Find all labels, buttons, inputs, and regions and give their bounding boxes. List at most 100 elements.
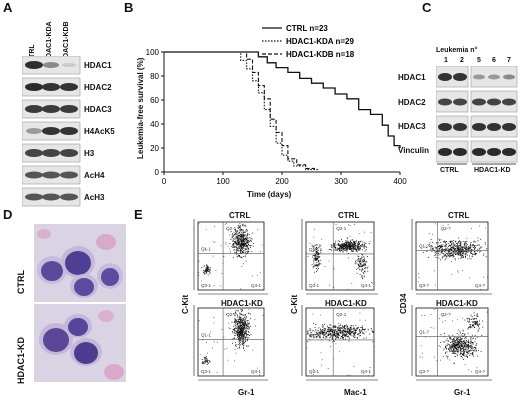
- quad-label: Q3-1: [201, 369, 212, 374]
- panel-a-letter: A: [3, 0, 13, 15]
- flow-cytometry: Q1-1 Q2-1 Q3-1 Q4-1 Q1-1 Q2-1 Q3-1 Q4-1 Q1-? Q2-?…: [193, 219, 492, 381]
- quad-label: Q4-1: [361, 369, 372, 374]
- panel-d-micrographs: [34, 224, 126, 382]
- c-blot-hdac1: [436, 66, 518, 88]
- panel-d-letter: D: [3, 207, 13, 222]
- flow-title-4: HDAC1-KD: [221, 299, 263, 308]
- dot-plot-frame-4: [305, 307, 375, 377]
- d-row-ctrl: CTRL: [16, 270, 26, 294]
- band-label-hdac3: HDAC3: [84, 105, 112, 114]
- dot-plot-frame-3: [197, 307, 265, 377]
- flow-title-3: CTRL: [448, 211, 470, 220]
- c-group-ctrl: CTRL: [440, 167, 459, 174]
- legend-label-0: CTRL n=23: [286, 24, 328, 33]
- quad-label: Q3-1: [309, 283, 320, 288]
- series-line-2: [164, 51, 315, 172]
- flow-xlabel-mac1: Mac-1: [344, 388, 367, 397]
- legend-label-1: HDAC1-KDA n=29: [286, 37, 354, 46]
- blot-ach4: [22, 165, 81, 185]
- lane-num-7: 7: [507, 57, 511, 64]
- blot-h3: [22, 143, 81, 163]
- quad-label: Q2-1: [336, 312, 347, 317]
- quad-label: Q4-1: [251, 283, 262, 288]
- flow-xlabel-gr1-2: Gr-1: [454, 388, 471, 397]
- panel-e-letter: E: [134, 207, 143, 222]
- c-band-label-hdac1: HDAC1: [398, 73, 426, 82]
- survival-chart: 0 20 40 60 80 100 0 100 200 300 400 CTRL n=23 HDAC1-…: [146, 24, 408, 186]
- x-tick-label: 400: [393, 177, 407, 186]
- lane-num-2: 2: [460, 57, 464, 64]
- panel-c-header: Leukemia n°: [436, 47, 478, 54]
- x-tick-label: 200: [275, 177, 289, 186]
- quad-label: Q1-?: [419, 244, 430, 249]
- panel-a-blots: [22, 56, 81, 207]
- quad-label: Q2-?: [441, 226, 452, 231]
- survival-xlabel: Time (days): [247, 190, 292, 199]
- c-blot-hdac2: [436, 90, 518, 113]
- band-label-h4ack5: H4AcK5: [84, 127, 115, 136]
- lane-num-1: 1: [444, 57, 448, 64]
- quad-label: Q2-?: [441, 312, 452, 317]
- flow-title-5: HDAC1-KD: [325, 299, 367, 308]
- micrograph-ctrl: [34, 224, 126, 302]
- quad-label: Q4-1: [361, 283, 372, 288]
- quad-label: Q2-1: [336, 226, 347, 231]
- quad-label: Q4-?: [475, 369, 486, 374]
- c-band-label-hdac2: HDAC2: [398, 98, 426, 107]
- panel-b-letter: B: [124, 0, 134, 15]
- quad-label: Q1-1: [309, 333, 320, 338]
- blot-hdac2: [22, 77, 81, 97]
- quad-label: Q1-1: [309, 247, 320, 252]
- quad-label: Q3-?: [419, 369, 430, 374]
- x-tick-label: 100: [216, 177, 230, 186]
- legend-label-2: HDAC1-KDB n=18: [286, 50, 355, 59]
- quad-label: Q3-?: [419, 283, 430, 288]
- series-line-0: [164, 51, 401, 148]
- dot-plot-frame-0: [197, 221, 265, 291]
- quad-label: Q1-?: [419, 330, 430, 335]
- y-tick-label: 80: [150, 72, 159, 81]
- quad-label: Q2-1: [226, 226, 237, 231]
- c-blot-vinculin: [436, 140, 518, 163]
- y-tick-label: 100: [146, 48, 160, 57]
- c-band-label-hdac3: HDAC3: [398, 122, 426, 131]
- flow-ylabel-ckit-2: C-Kit: [290, 294, 299, 314]
- blot-ach3: [22, 187, 81, 207]
- lane-num-5: 5: [477, 57, 481, 64]
- x-tick-label: 300: [334, 177, 348, 186]
- blot-h4ack5: [22, 121, 81, 141]
- quad-label: Q4-1: [251, 369, 262, 374]
- band-label-ach4: AcH4: [84, 171, 105, 180]
- panel-c-blots: [436, 66, 518, 165]
- quad-label: Q1-1: [201, 246, 212, 251]
- series-line-1: [164, 51, 318, 172]
- band-label-hdac2: HDAC2: [84, 83, 112, 92]
- micrograph-hdac1-kd: [34, 304, 126, 382]
- y-tick-label: 0: [155, 168, 160, 177]
- flow-title-1: CTRL: [229, 211, 251, 220]
- quad-label: Q3-1: [309, 369, 320, 374]
- quad-label: Q3-1: [201, 283, 212, 288]
- lane-num-6: 6: [492, 57, 496, 64]
- quad-label: Q2-1: [226, 312, 237, 317]
- panel-c-letter: C: [422, 0, 432, 15]
- flow-ylabel-cd34: CD34: [399, 293, 408, 314]
- flow-ylabel-ckit-1: C-Kit: [181, 294, 190, 314]
- flow-title-6: HDAC1-KD: [436, 299, 478, 308]
- blot-hdac1: [22, 56, 81, 75]
- blot-hdac3: [22, 99, 81, 119]
- band-label-ach3: AcH3: [84, 193, 105, 202]
- c-blot-hdac3: [436, 115, 518, 138]
- band-label-h3: H3: [84, 149, 95, 158]
- survival-ylabel: Leukemia-free survival (%): [136, 57, 145, 159]
- y-tick-label: 60: [150, 96, 159, 105]
- quad-label: Q4-?: [475, 283, 486, 288]
- band-label-hdac1: HDAC1: [84, 61, 112, 70]
- c-group-kd: HDAC1-KD: [474, 167, 511, 174]
- y-tick-label: 20: [150, 144, 159, 153]
- flow-title-2: CTRL: [338, 211, 360, 220]
- d-row-kd: HDAC1-KD: [16, 337, 26, 384]
- x-tick-label: 0: [162, 177, 167, 186]
- flow-xlabel-gr1: Gr-1: [238, 388, 255, 397]
- quad-label: Q1-1: [201, 332, 212, 337]
